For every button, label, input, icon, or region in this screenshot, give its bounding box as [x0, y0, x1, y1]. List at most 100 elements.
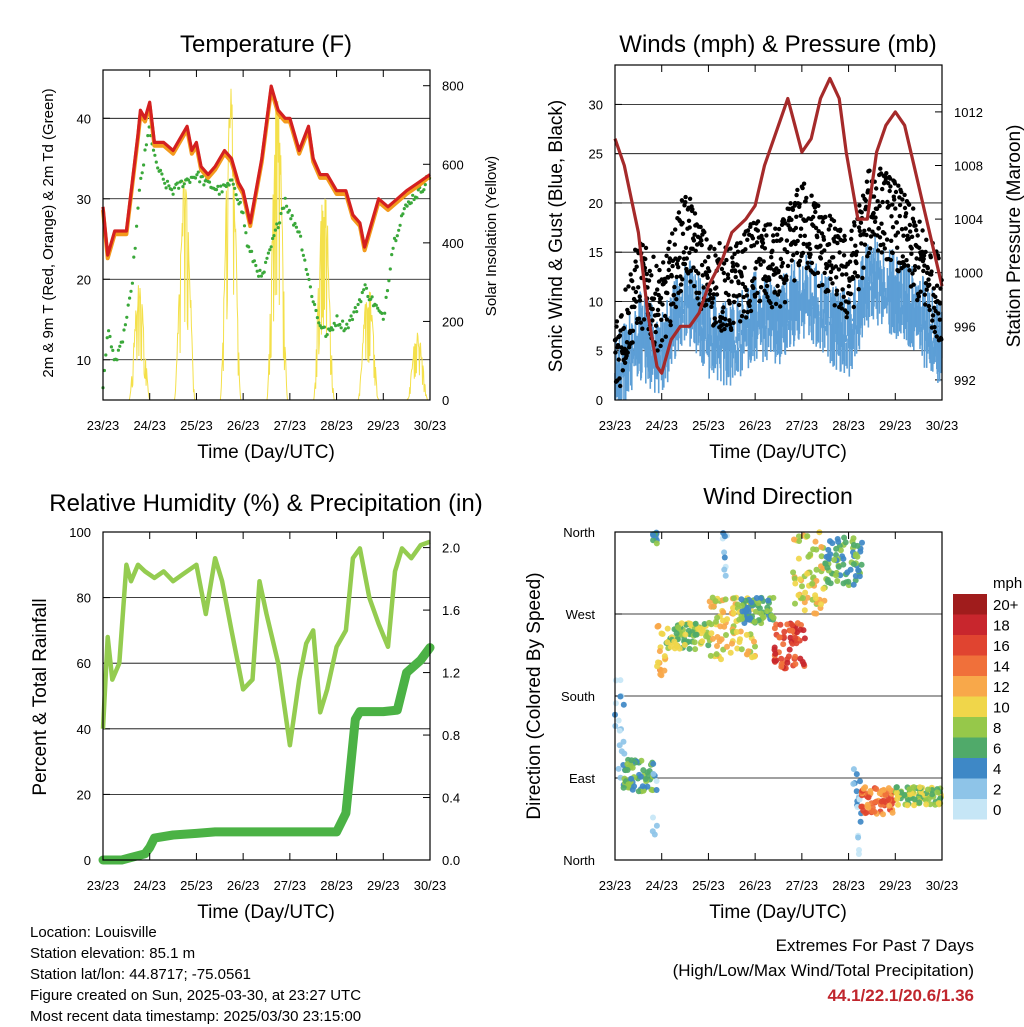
- gust-point: [776, 268, 781, 274]
- direction-point: [801, 635, 808, 642]
- gust-point: [841, 294, 846, 299]
- gust-point: [721, 270, 726, 276]
- colorbar-swatch: [953, 717, 987, 738]
- y2-tick-label: 1000: [954, 266, 983, 281]
- dewpoint-point: [416, 188, 420, 192]
- gust-point: [800, 185, 805, 191]
- dewpoint-point: [346, 326, 350, 330]
- gust-point: [658, 295, 664, 301]
- x-tick-label: 24/23: [645, 878, 678, 893]
- gust-point: [778, 304, 783, 309]
- gust-point: [849, 228, 854, 233]
- direction-point: [687, 620, 694, 627]
- gust-point: [726, 292, 731, 298]
- gust-point: [755, 290, 760, 296]
- gust-point: [809, 193, 814, 198]
- dewpoint-point: [165, 179, 170, 183]
- dewpoint-point: [322, 325, 326, 329]
- gust-point: [909, 234, 915, 239]
- y2-tick-label: 1004: [954, 212, 983, 227]
- gust-point: [663, 334, 668, 339]
- colorbar-label: 12: [993, 679, 1010, 696]
- direction-point: [929, 791, 936, 798]
- dewpoint-point: [423, 183, 427, 187]
- gust-point: [696, 290, 702, 296]
- gust-point: [680, 231, 686, 236]
- gust-point: [684, 256, 689, 261]
- dewpoint-point: [279, 211, 283, 216]
- direction-point: [713, 651, 720, 658]
- x-tick-label: 27/23: [786, 878, 819, 893]
- direction-title: Wind Direction: [703, 483, 853, 509]
- gust-point: [737, 293, 742, 298]
- gust-point: [795, 238, 800, 244]
- gust-point: [890, 202, 895, 207]
- gust-point: [937, 317, 942, 322]
- y-tick-label: 100: [69, 525, 91, 540]
- station-latlon: Station lat/lon: 44.8717; -75.0561: [30, 966, 252, 983]
- gust-point: [614, 319, 620, 324]
- x-tick-label: 23/23: [599, 878, 632, 893]
- gust-point: [932, 329, 938, 335]
- gust-point: [922, 292, 927, 297]
- x-tick-label: 24/23: [133, 418, 166, 433]
- gust-point: [706, 254, 711, 260]
- gust-point: [748, 308, 754, 314]
- gust-point: [911, 206, 916, 211]
- gust-point: [825, 263, 831, 268]
- dewpoint-point: [250, 249, 254, 253]
- direction-point: [653, 778, 660, 784]
- gust-point: [906, 202, 912, 207]
- gust-point: [747, 298, 753, 304]
- gust-point: [720, 309, 725, 315]
- gust-point: [826, 227, 831, 232]
- direction-point: [859, 539, 865, 546]
- gust-point: [909, 251, 914, 256]
- direction-point: [743, 631, 750, 638]
- gust-point: [655, 287, 660, 292]
- direction-point: [799, 583, 805, 590]
- dewpoint-point: [241, 211, 245, 215]
- direction-point: [850, 535, 857, 542]
- gust-point: [778, 274, 783, 280]
- dewpoint-point: [306, 272, 310, 276]
- direction-point: [809, 580, 816, 587]
- gust-point: [775, 232, 780, 237]
- gust-point: [655, 348, 660, 353]
- dewpoint-point: [268, 248, 272, 252]
- direction-point: [620, 701, 627, 708]
- dewpoint-point: [310, 294, 314, 299]
- gust-point: [854, 249, 859, 254]
- gust-point: [773, 226, 778, 231]
- dewpoint-point: [317, 321, 321, 325]
- gust-point: [634, 264, 639, 269]
- gust-point: [680, 277, 685, 282]
- direction-point: [791, 575, 798, 582]
- gust-point: [738, 240, 743, 245]
- gust-point: [857, 228, 862, 234]
- dewpoint-point: [275, 222, 279, 226]
- dewpoint-point: [153, 153, 157, 157]
- gust-point: [665, 275, 671, 280]
- gust-point: [670, 231, 675, 236]
- y-tick-label: 60: [77, 656, 91, 671]
- gust-point: [701, 285, 706, 290]
- gust-point: [895, 245, 900, 250]
- extremes-values: 44.1/22.1/20.6/1.36: [827, 986, 974, 1005]
- gust-point: [687, 196, 693, 201]
- direction-point: [777, 621, 784, 628]
- gust-point: [647, 268, 652, 274]
- gust-point: [755, 219, 761, 224]
- gust-point: [921, 268, 926, 274]
- gust-point: [721, 305, 726, 310]
- dewpoint-point: [179, 179, 184, 183]
- dewpoint-point: [395, 234, 399, 238]
- gust-point: [859, 210, 864, 215]
- gust-point: [815, 234, 820, 240]
- gust-point: [866, 250, 871, 256]
- gust-point: [872, 219, 878, 224]
- dewpoint-point: [304, 267, 308, 272]
- gust-point: [923, 249, 928, 255]
- dewpoint-point: [122, 328, 126, 332]
- gust-point: [732, 299, 737, 305]
